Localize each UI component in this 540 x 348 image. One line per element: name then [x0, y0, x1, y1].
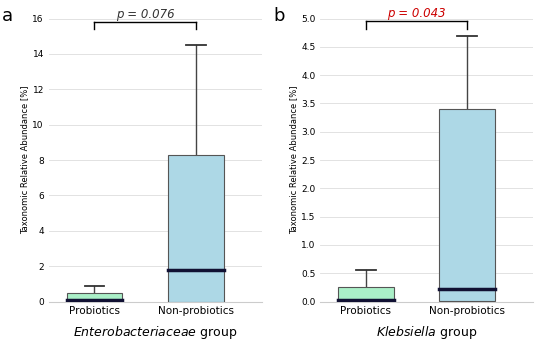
- Text: b: b: [273, 7, 285, 25]
- Text: p = 0.076: p = 0.076: [116, 8, 174, 21]
- Bar: [440, 109, 495, 301]
- X-axis label: $\it{Klebsiella}$ group: $\it{Klebsiella}$ group: [376, 324, 477, 341]
- Bar: [66, 293, 122, 302]
- Text: a: a: [2, 7, 13, 25]
- Bar: [168, 155, 224, 302]
- X-axis label: $\it{Enterobacteriaceae}$ group: $\it{Enterobacteriaceae}$ group: [73, 324, 238, 341]
- Y-axis label: Taxonomic Relative Abundance [%]: Taxonomic Relative Abundance [%]: [289, 86, 298, 234]
- Text: p = 0.043: p = 0.043: [387, 7, 446, 20]
- Bar: [338, 287, 394, 302]
- Y-axis label: Taxonomic Relative Abundance [%]: Taxonomic Relative Abundance [%]: [21, 86, 30, 234]
